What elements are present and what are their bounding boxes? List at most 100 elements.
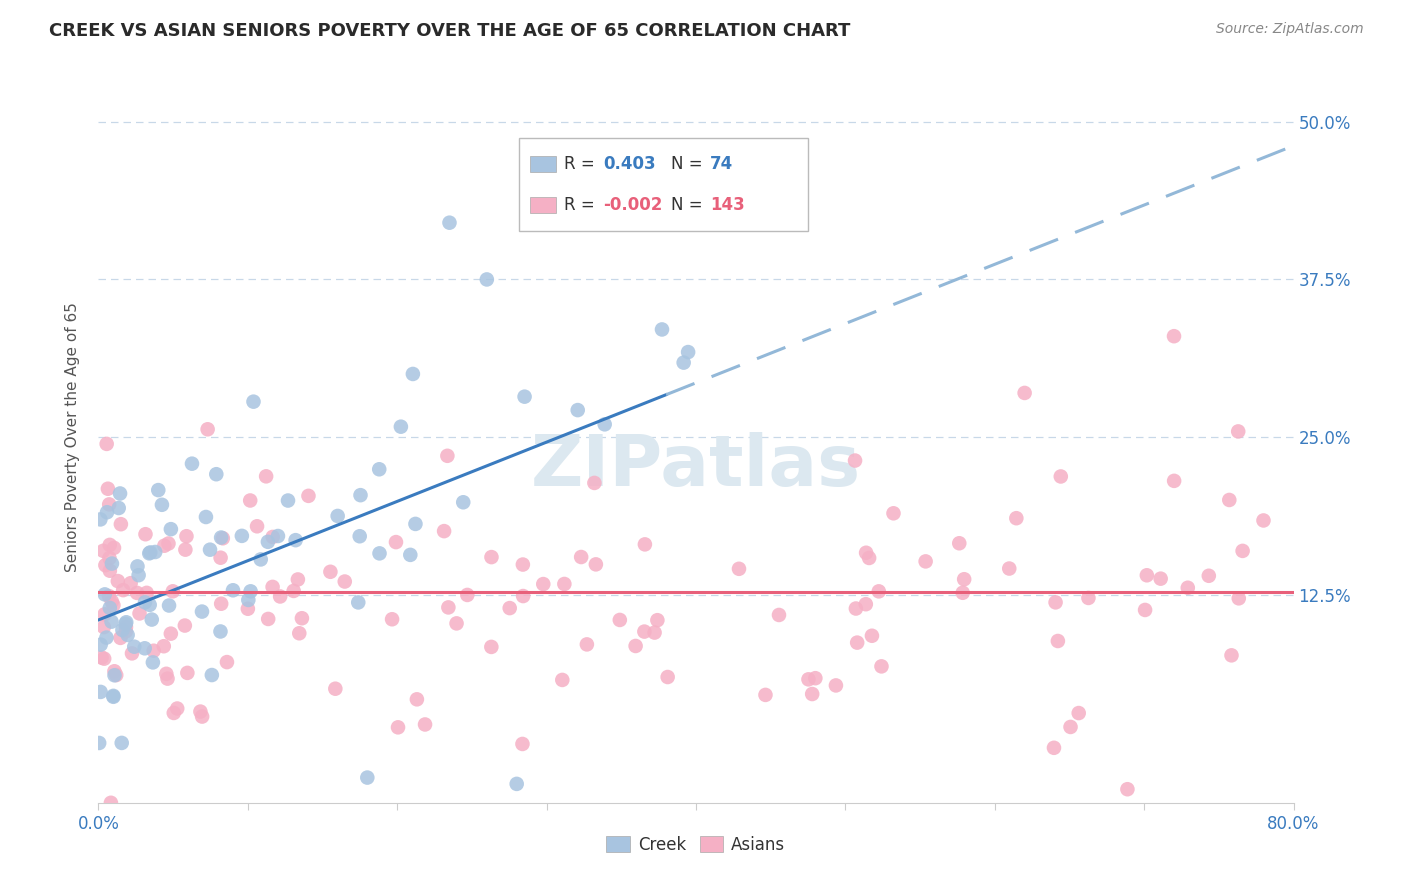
Point — [283, 583, 305, 598]
Point — [239, 584, 262, 599]
Point — [870, 659, 893, 673]
Point — [1220, 648, 1243, 663]
Point — [1136, 568, 1159, 582]
Point — [139, 545, 162, 559]
Point — [1232, 544, 1254, 558]
Point — [236, 601, 259, 615]
Point — [128, 607, 150, 621]
Point — [98, 551, 121, 566]
Point — [112, 583, 135, 598]
Point — [1045, 595, 1067, 609]
Y-axis label: Seniors Poverty Over the Age of 65: Seniors Poverty Over the Age of 65 — [65, 302, 80, 572]
Point — [90, 685, 112, 699]
Point — [399, 548, 422, 562]
Point — [94, 587, 117, 601]
Point — [499, 601, 522, 615]
Point — [110, 517, 132, 532]
Point — [108, 486, 131, 500]
Point — [513, 390, 536, 404]
Point — [277, 493, 299, 508]
Point — [138, 598, 160, 612]
Point — [676, 345, 699, 359]
Point — [413, 717, 436, 731]
Point — [110, 631, 132, 645]
Point — [768, 607, 790, 622]
Point — [868, 584, 890, 599]
Point — [89, 736, 111, 750]
Point — [122, 640, 145, 654]
Point — [512, 589, 534, 603]
Point — [479, 640, 502, 654]
Point — [651, 322, 673, 336]
Point — [288, 626, 311, 640]
Text: R =: R = — [564, 155, 600, 173]
Point — [349, 529, 371, 543]
Point — [155, 666, 177, 681]
Point — [644, 625, 666, 640]
Point — [804, 671, 827, 685]
Point — [567, 403, 589, 417]
Point — [209, 597, 232, 611]
Point — [1163, 474, 1185, 488]
Point — [1049, 469, 1071, 483]
Point — [647, 613, 669, 627]
Point — [191, 709, 214, 723]
Point — [269, 590, 291, 604]
Point — [404, 516, 426, 531]
Point — [191, 605, 214, 619]
Point — [103, 689, 125, 703]
Point — [672, 356, 695, 370]
Point — [103, 541, 125, 555]
Point — [174, 542, 197, 557]
Point — [157, 599, 180, 613]
Text: R =: R = — [564, 195, 600, 214]
Point — [127, 559, 149, 574]
Point — [326, 508, 349, 523]
Point — [1014, 386, 1036, 401]
Point — [209, 531, 232, 545]
Point — [134, 595, 156, 609]
Point — [209, 624, 232, 639]
Text: N =: N = — [671, 155, 707, 173]
Point — [209, 550, 232, 565]
Point — [1005, 511, 1028, 525]
Point — [575, 637, 598, 651]
Text: CREEK VS ASIAN SENIORS POVERTY OVER THE AGE OF 65 CORRELATION CHART: CREEK VS ASIAN SENIORS POVERTY OVER THE … — [49, 22, 851, 40]
Point — [402, 367, 425, 381]
Text: 0.403: 0.403 — [603, 155, 657, 173]
Point — [98, 538, 121, 552]
Point — [846, 635, 869, 649]
Point — [657, 670, 679, 684]
Point — [844, 453, 866, 467]
Point — [141, 613, 163, 627]
Point — [103, 690, 125, 704]
Point — [1067, 706, 1090, 720]
Point — [156, 672, 179, 686]
Point — [406, 692, 429, 706]
Point — [231, 529, 253, 543]
Point — [114, 616, 136, 631]
Point — [825, 678, 848, 692]
Point — [385, 535, 408, 549]
Point — [93, 607, 115, 622]
Point — [205, 467, 228, 482]
Point — [1046, 634, 1069, 648]
Point — [634, 537, 657, 551]
Point — [100, 796, 122, 810]
Point — [1218, 493, 1240, 508]
Point — [91, 544, 114, 558]
Point — [436, 449, 458, 463]
Point — [1163, 329, 1185, 343]
Point — [433, 524, 456, 538]
Point — [190, 705, 212, 719]
Point — [201, 668, 224, 682]
Point — [148, 483, 170, 497]
Point — [437, 600, 460, 615]
Point — [291, 611, 314, 625]
Point — [115, 615, 138, 630]
Legend: Creek, Asians: Creek, Asians — [600, 829, 792, 860]
Point — [143, 545, 166, 559]
Point — [120, 576, 142, 591]
Point — [882, 506, 904, 520]
Point — [89, 512, 111, 526]
